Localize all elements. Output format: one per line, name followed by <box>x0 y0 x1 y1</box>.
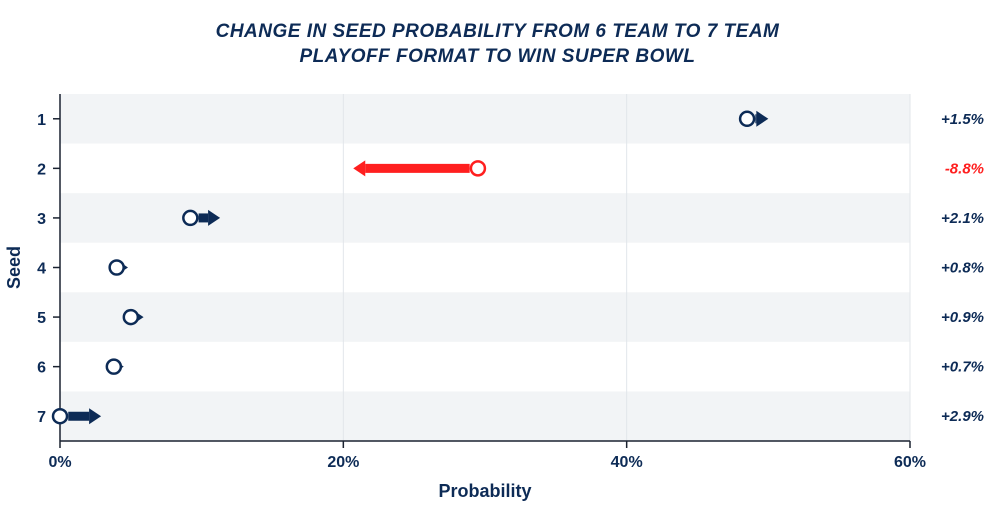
plot-background <box>60 94 910 441</box>
start-circle <box>53 409 67 423</box>
delta-label: +1.5% <box>941 111 984 128</box>
y-tick-label: 7 <box>37 409 46 426</box>
y-tick-label: 4 <box>37 261 46 278</box>
start-circle <box>107 360 121 374</box>
x-tick-label: 20% <box>327 454 359 471</box>
start-circle <box>110 261 124 275</box>
row-band <box>60 292 910 342</box>
x-tick-label: 60% <box>894 454 926 471</box>
delta-label: -8.8% <box>945 160 984 177</box>
y-axis-title: Seed <box>4 246 24 289</box>
x-tick-label: 40% <box>611 454 643 471</box>
row-band <box>60 391 910 441</box>
delta-label: +0.9% <box>941 309 984 326</box>
delta-label: +2.9% <box>941 408 984 425</box>
start-circle <box>183 211 197 225</box>
delta-label: +2.1% <box>941 210 984 227</box>
chart-svg: 0% 20% 40% 60% Probability 1 2 3 4 5 6 7 Seed +1.5% -8… <box>0 0 995 516</box>
y-tick-label: 6 <box>37 360 46 377</box>
start-circle <box>740 112 754 126</box>
y-tick-label: 1 <box>37 112 46 129</box>
row-band <box>60 94 910 144</box>
delta-label: +0.8% <box>941 260 984 277</box>
y-tick-label: 2 <box>37 161 46 178</box>
start-circle <box>471 161 485 175</box>
delta-label: +0.7% <box>941 359 984 376</box>
y-tick-label: 5 <box>37 310 46 327</box>
start-circle <box>124 310 138 324</box>
y-tick-label: 3 <box>37 211 46 228</box>
x-axis-title: Probability <box>438 481 531 501</box>
x-tick-label: 0% <box>48 454 71 471</box>
